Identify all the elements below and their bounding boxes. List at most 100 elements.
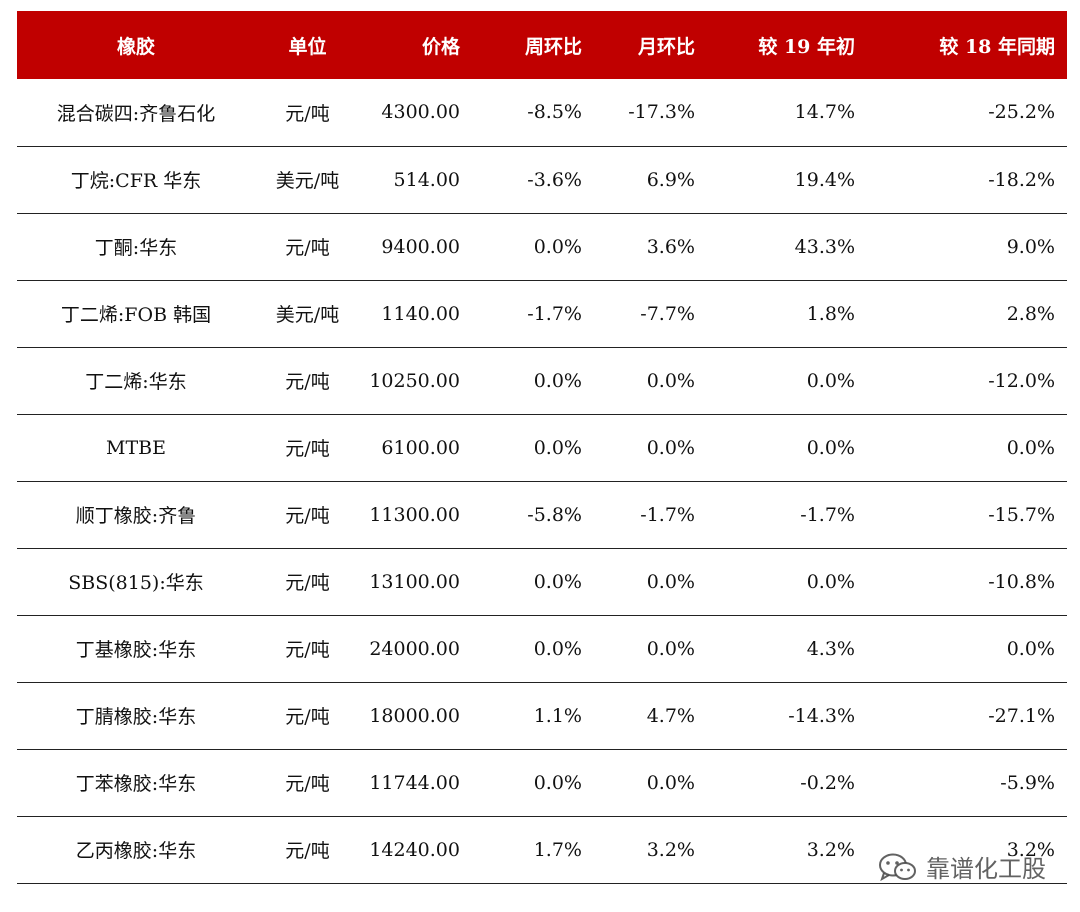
cell-price: 14240.00 [369, 838, 460, 861]
cell-price: 514.00 [393, 168, 460, 191]
cell-unit: 元/吨 [285, 505, 330, 527]
cell-year-over-year: -10.8% [988, 570, 1055, 593]
cell-price: 9400.00 [381, 235, 460, 258]
cell-year-over-year: 0.0% [1006, 436, 1055, 459]
cell-month-change: 0.0% [646, 369, 695, 392]
cell-unit: 元/吨 [285, 639, 330, 661]
rubber-price-table-container: 橡胶 单位 价格 周环比 月环比 较 19 年初 较 18 年同期 混合碳四:齐… [17, 11, 1067, 884]
cell-week-change: 0.0% [533, 436, 582, 459]
cell-year-over-year: 2.8% [1006, 302, 1055, 325]
cell-month-change: 0.0% [646, 436, 695, 459]
cell-name: 丁苯橡胶:华东 [75, 773, 197, 795]
cell-name: 丁腈橡胶:华东 [75, 706, 197, 728]
cell-since-2019-start: -14.3% [788, 704, 855, 727]
table-row: 丁基橡胶:华东 元/吨 24000.00 0.0% 0.0% 4.3% 0.0% [17, 615, 1067, 682]
cell-week-change: -8.5% [527, 101, 582, 124]
cell-week-change: -1.7% [527, 302, 582, 325]
table-row: 丁腈橡胶:华东 元/吨 18000.00 1.1% 4.7% -14.3% -2… [17, 682, 1067, 749]
cell-price: 24000.00 [369, 637, 460, 660]
cell-year-over-year: -18.2% [988, 168, 1055, 191]
table-row: SBS(815):华东 元/吨 13100.00 0.0% 0.0% 0.0% … [17, 548, 1067, 615]
table-row: 顺丁橡胶:齐鲁 元/吨 11300.00 -5.8% -1.7% -1.7% -… [17, 481, 1067, 548]
cell-since-2019-start: -1.7% [800, 503, 855, 526]
header-name: 橡胶 [116, 35, 155, 58]
cell-unit: 美元/吨 [275, 170, 340, 192]
cell-month-change: -7.7% [640, 302, 695, 325]
cell-year-over-year: -27.1% [988, 704, 1055, 727]
cell-year-over-year: -15.7% [988, 503, 1055, 526]
cell-since-2019-start: 0.0% [806, 436, 855, 459]
cell-price: 18000.00 [369, 704, 460, 727]
cell-month-change: 4.7% [646, 704, 695, 727]
cell-week-change: 0.0% [533, 570, 582, 593]
cell-week-change: 0.0% [533, 235, 582, 258]
cell-week-change: 1.7% [533, 838, 582, 861]
cell-name: 乙丙橡胶:华东 [75, 840, 197, 862]
cell-unit: 元/吨 [285, 371, 330, 393]
cell-year-over-year: 0.0% [1006, 637, 1055, 660]
header-unit: 单位 [288, 35, 327, 58]
cell-unit: 美元/吨 [275, 304, 340, 326]
cell-week-change: 0.0% [533, 771, 582, 794]
header-week-change: 周环比 [524, 35, 582, 58]
cell-year-over-year: -5.9% [1000, 771, 1055, 794]
cell-since-2019-start: 0.0% [806, 369, 855, 392]
cell-month-change: 0.0% [646, 570, 695, 593]
cell-name: 丁二烯:华东 [85, 371, 187, 393]
cell-year-over-year: -25.2% [988, 101, 1055, 124]
cell-price: 10250.00 [369, 369, 460, 392]
cell-unit: 元/吨 [285, 102, 330, 125]
cell-month-change: 6.9% [646, 168, 695, 191]
cell-week-change: 0.0% [533, 369, 582, 392]
table-row: 乙丙橡胶:华东 元/吨 14240.00 1.7% 3.2% 3.2% 3.2% [17, 816, 1067, 883]
cell-since-2019-start: 14.7% [794, 101, 855, 124]
cell-year-over-year: 3.2% [1006, 838, 1055, 861]
cell-name: 丁基橡胶:华东 [75, 639, 197, 661]
cell-since-2019-start: -0.2% [800, 771, 855, 794]
cell-unit: 元/吨 [285, 572, 330, 594]
table-row: 丁二烯:华东 元/吨 10250.00 0.0% 0.0% 0.0% -12.0… [17, 347, 1067, 414]
cell-name: MTBE [106, 436, 166, 459]
cell-month-change: 0.0% [646, 637, 695, 660]
cell-week-change: -3.6% [527, 168, 582, 191]
cell-price: 4300.00 [381, 101, 460, 124]
cell-unit: 元/吨 [285, 773, 330, 795]
cell-unit: 元/吨 [285, 438, 330, 460]
cell-name: 丁酮:华东 [94, 237, 178, 259]
cell-week-change: 1.1% [533, 704, 582, 727]
cell-month-change: 3.2% [646, 838, 695, 861]
table-body: 混合碳四:齐鲁石化 元/吨 4300.00 -8.5% -17.3% 14.7%… [17, 79, 1067, 883]
cell-unit: 元/吨 [285, 237, 330, 259]
header-since-2019-start: 较 19 年初 [758, 35, 855, 58]
cell-name: 丁烷:CFR 华东 [70, 170, 202, 192]
table-row: 丁二烯:FOB 韩国 美元/吨 1140.00 -1.7% -7.7% 1.8%… [17, 280, 1067, 347]
cell-year-over-year: 9.0% [1006, 235, 1055, 258]
cell-month-change: -1.7% [640, 503, 695, 526]
header-year-over-year: 较 18 年同期 [939, 35, 1055, 58]
cell-price: 11300.00 [369, 503, 460, 526]
cell-name: 顺丁橡胶:齐鲁 [75, 505, 197, 527]
table-row: 混合碳四:齐鲁石化 元/吨 4300.00 -8.5% -17.3% 14.7%… [17, 79, 1067, 146]
table-header: 橡胶 单位 价格 周环比 月环比 较 19 年初 较 18 年同期 [17, 11, 1067, 79]
table-row: 丁苯橡胶:华东 元/吨 11744.00 0.0% 0.0% -0.2% -5.… [17, 749, 1067, 816]
cell-since-2019-start: 19.4% [794, 168, 855, 191]
table-row: 丁烷:CFR 华东 美元/吨 514.00 -3.6% 6.9% 19.4% -… [17, 146, 1067, 213]
cell-price: 11744.00 [369, 771, 460, 794]
cell-price: 13100.00 [369, 570, 460, 593]
cell-month-change: -17.3% [628, 101, 695, 124]
cell-since-2019-start: 0.0% [806, 570, 855, 593]
cell-name: 混合碳四:齐鲁石化 [56, 102, 216, 125]
cell-price: 1140.00 [381, 302, 460, 325]
cell-since-2019-start: 4.3% [806, 637, 855, 660]
cell-since-2019-start: 43.3% [794, 235, 855, 258]
cell-month-change: 0.0% [646, 771, 695, 794]
header-row: 橡胶 单位 价格 周环比 月环比 较 19 年初 较 18 年同期 [17, 11, 1067, 79]
cell-price: 6100.00 [381, 436, 460, 459]
cell-since-2019-start: 3.2% [806, 838, 855, 861]
cell-year-over-year: -12.0% [988, 369, 1055, 392]
table-row: MTBE 元/吨 6100.00 0.0% 0.0% 0.0% 0.0% [17, 414, 1067, 481]
cell-unit: 元/吨 [285, 706, 330, 728]
rubber-price-table: 橡胶 单位 价格 周环比 月环比 较 19 年初 较 18 年同期 混合碳四:齐… [17, 11, 1067, 884]
cell-week-change: -5.8% [527, 503, 582, 526]
cell-week-change: 0.0% [533, 637, 582, 660]
